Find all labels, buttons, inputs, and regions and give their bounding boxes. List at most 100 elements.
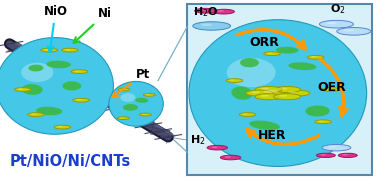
Ellipse shape	[319, 20, 353, 28]
Ellipse shape	[57, 126, 62, 127]
Text: O$_2$: O$_2$	[330, 2, 346, 16]
Ellipse shape	[267, 53, 272, 54]
Ellipse shape	[338, 153, 357, 158]
FancyArrowPatch shape	[247, 130, 319, 144]
Text: HER: HER	[258, 129, 287, 142]
Ellipse shape	[311, 56, 316, 57]
Ellipse shape	[120, 117, 123, 118]
Ellipse shape	[315, 120, 332, 124]
Ellipse shape	[211, 146, 218, 148]
Ellipse shape	[261, 88, 269, 90]
Ellipse shape	[28, 113, 44, 116]
Ellipse shape	[220, 155, 241, 160]
Ellipse shape	[322, 144, 351, 151]
Ellipse shape	[71, 70, 88, 73]
Ellipse shape	[246, 90, 273, 96]
Ellipse shape	[199, 9, 206, 11]
Text: Pt: Pt	[112, 68, 150, 97]
Ellipse shape	[231, 86, 253, 100]
Ellipse shape	[342, 154, 348, 155]
Ellipse shape	[240, 58, 259, 67]
Text: Ni: Ni	[74, 7, 112, 43]
Ellipse shape	[74, 71, 79, 72]
Ellipse shape	[263, 90, 278, 93]
Ellipse shape	[322, 88, 339, 91]
Ellipse shape	[264, 52, 280, 55]
Ellipse shape	[255, 94, 282, 100]
Ellipse shape	[316, 153, 335, 158]
Text: H$_2$: H$_2$	[190, 134, 206, 147]
Ellipse shape	[226, 79, 243, 82]
Ellipse shape	[62, 81, 81, 91]
Ellipse shape	[21, 63, 53, 82]
Text: OER: OER	[318, 81, 346, 94]
Ellipse shape	[109, 81, 163, 126]
Ellipse shape	[36, 107, 62, 115]
Ellipse shape	[14, 88, 31, 91]
Ellipse shape	[307, 55, 324, 59]
Ellipse shape	[239, 113, 256, 116]
Ellipse shape	[288, 62, 316, 70]
Ellipse shape	[139, 113, 152, 116]
Ellipse shape	[318, 121, 323, 122]
Ellipse shape	[0, 38, 113, 134]
Ellipse shape	[123, 104, 138, 111]
Ellipse shape	[276, 47, 299, 54]
Ellipse shape	[121, 89, 124, 90]
Ellipse shape	[118, 88, 130, 91]
Ellipse shape	[229, 79, 234, 81]
Ellipse shape	[227, 58, 276, 87]
Ellipse shape	[121, 93, 135, 102]
Ellipse shape	[73, 98, 90, 102]
Ellipse shape	[279, 95, 287, 97]
Ellipse shape	[225, 156, 231, 158]
Ellipse shape	[142, 114, 146, 115]
Ellipse shape	[117, 117, 129, 120]
FancyBboxPatch shape	[187, 4, 372, 175]
Ellipse shape	[253, 88, 302, 99]
Ellipse shape	[189, 20, 367, 166]
Ellipse shape	[327, 22, 337, 24]
Ellipse shape	[31, 113, 36, 115]
Ellipse shape	[328, 146, 337, 148]
Ellipse shape	[213, 9, 234, 14]
Ellipse shape	[195, 8, 216, 13]
Ellipse shape	[46, 61, 71, 68]
Ellipse shape	[207, 145, 228, 150]
Text: H$_2$O: H$_2$O	[193, 5, 218, 19]
Ellipse shape	[41, 48, 57, 52]
Ellipse shape	[146, 94, 149, 95]
Ellipse shape	[135, 98, 148, 103]
Ellipse shape	[344, 29, 354, 31]
Ellipse shape	[274, 86, 301, 93]
Ellipse shape	[243, 113, 248, 115]
Ellipse shape	[252, 91, 260, 93]
Ellipse shape	[337, 28, 371, 35]
Text: NiO: NiO	[43, 5, 67, 52]
Ellipse shape	[143, 93, 155, 96]
Ellipse shape	[279, 88, 287, 90]
Ellipse shape	[44, 49, 49, 50]
FancyArrowPatch shape	[237, 30, 305, 49]
Text: ORR: ORR	[249, 37, 280, 49]
FancyArrowPatch shape	[320, 59, 347, 115]
Ellipse shape	[321, 154, 326, 155]
Text: Pt/NiO/Ni/CNTs: Pt/NiO/Ni/CNTs	[9, 154, 131, 169]
Ellipse shape	[62, 48, 78, 52]
Ellipse shape	[288, 91, 296, 93]
Ellipse shape	[326, 88, 331, 90]
Ellipse shape	[193, 22, 231, 30]
Ellipse shape	[76, 99, 81, 100]
Ellipse shape	[218, 10, 224, 12]
Ellipse shape	[201, 23, 212, 26]
Ellipse shape	[261, 95, 269, 97]
Ellipse shape	[28, 65, 43, 71]
Ellipse shape	[22, 84, 43, 95]
Ellipse shape	[283, 90, 310, 96]
Ellipse shape	[249, 120, 280, 130]
Ellipse shape	[274, 94, 301, 100]
Ellipse shape	[65, 49, 70, 50]
Ellipse shape	[54, 125, 71, 129]
Ellipse shape	[18, 88, 23, 90]
Ellipse shape	[255, 86, 282, 93]
